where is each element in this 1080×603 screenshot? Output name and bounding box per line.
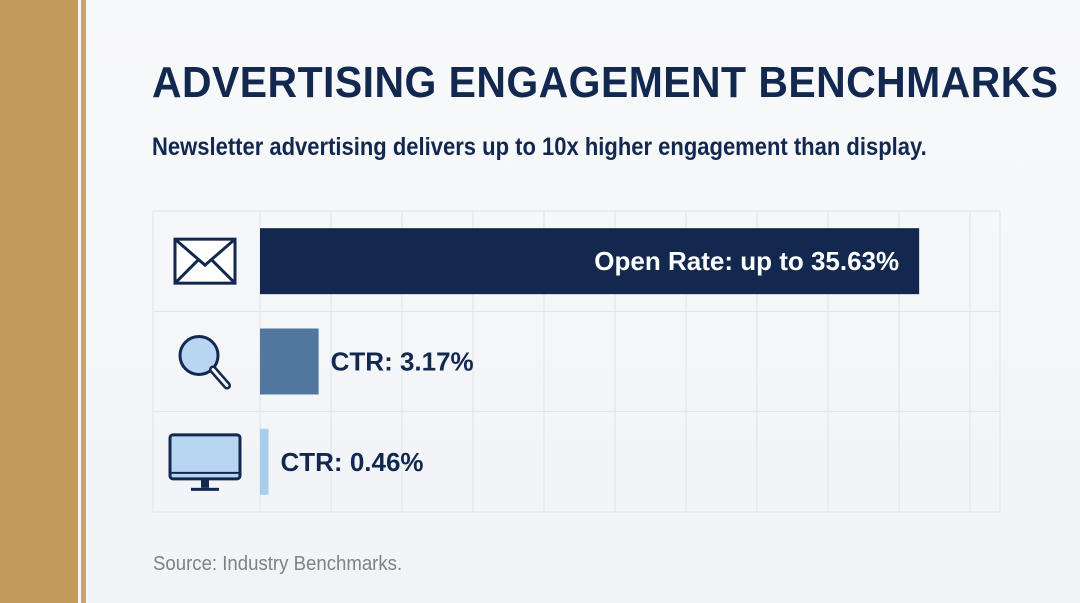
bar-labels: Open Rate: up to 35.63% CTR: 3.17% CTR: 0.… — [281, 246, 900, 477]
bar-label-3: CTR: 0.46% — [281, 447, 424, 477]
monitor-neck — [201, 478, 209, 488]
magnifier-icon — [178, 335, 231, 390]
bar-label-2: CTR: 3.17% — [331, 347, 474, 377]
chart-subtitle: Newsletter advertising delivers up to 10… — [152, 133, 927, 161]
envelope-fold-left — [173, 259, 200, 285]
gold-side-band — [0, 0, 78, 603]
chart-title: ADVERTISING ENGAGEMENT BENCHMARKS — [152, 58, 1059, 107]
monitor-stand — [191, 487, 219, 491]
envelope-icon — [173, 237, 237, 285]
bar-1 — [260, 228, 920, 295]
chart-bars — [260, 228, 920, 495]
monitor-icon — [168, 433, 242, 491]
source-note: Source: Industry Benchmarks. — [153, 553, 403, 575]
envelope-flap — [174, 238, 236, 268]
gold-accent-line — [81, 0, 86, 603]
bar-3 — [260, 428, 269, 495]
bar-2 — [260, 328, 319, 395]
row-icons — [168, 237, 242, 491]
magnifier-lens — [178, 335, 220, 376]
bar-label-1: Open Rate: up to 35.63% — [594, 246, 899, 276]
content-panel — [88, 0, 1080, 603]
envelope-fold-right — [210, 259, 237, 285]
magnifier-handle-inner — [211, 368, 229, 387]
